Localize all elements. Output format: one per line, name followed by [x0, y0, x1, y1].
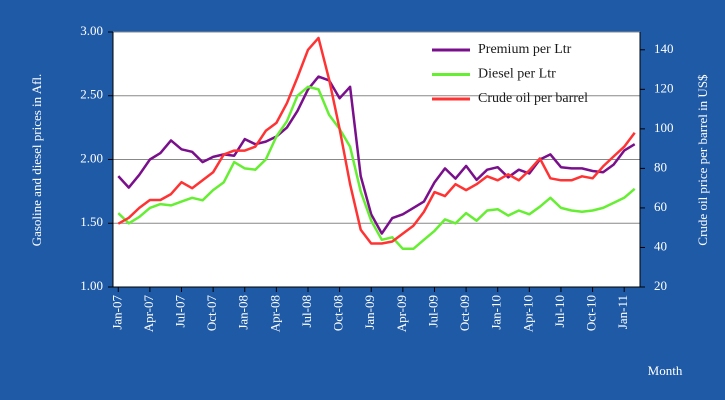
x-tick-label: Apr-09	[394, 295, 409, 332]
y2-axis-title: Crude oil price per barrel in US$	[695, 74, 710, 246]
x-tick-label: Apr-08	[267, 295, 282, 332]
y2-tick-label: 100	[654, 120, 674, 135]
series-line	[117, 75, 636, 235]
y2-tick-label: 120	[654, 80, 674, 95]
x-tick-label: Apr-10	[520, 295, 535, 332]
y-axis-title: Gasoline and diesel prices in Afl.	[29, 74, 44, 247]
series-line	[117, 36, 636, 245]
x-tick-label: Oct-10	[584, 295, 599, 331]
x-tick-label: Jan-10	[489, 295, 504, 330]
y2-tick-label: 20	[654, 278, 667, 293]
x-tick-label: Jul-10	[552, 295, 567, 328]
x-tick-label: Oct-07	[204, 295, 219, 332]
legend-label: Diesel per Ltr	[478, 67, 556, 82]
legend-label: Crude oil per barrel	[478, 91, 588, 106]
y2-tick-label: 80	[654, 159, 667, 174]
x-tick-label: Jan-09	[362, 295, 377, 330]
y-tick-label: 2.50	[80, 87, 103, 102]
x-tick-label: Oct-08	[331, 295, 346, 331]
y-tick-label: 1.50	[80, 214, 103, 229]
y2-tick-label: 60	[654, 199, 667, 214]
y-tick-label: 1.00	[80, 278, 103, 293]
x-tick-label: Jul-07	[172, 295, 187, 328]
y2-tick-label: 140	[654, 41, 674, 56]
x-axis-title: Month	[648, 363, 683, 378]
series-line	[117, 85, 636, 251]
y-tick-label: 3.00	[80, 23, 103, 38]
y2-tick-label: 40	[654, 238, 667, 253]
x-tick-label: Jan-08	[236, 295, 251, 330]
x-tick-label: Jul-08	[299, 295, 314, 328]
y-tick-label: 2.00	[80, 150, 103, 165]
x-tick-label: Oct-09	[457, 295, 472, 331]
x-tick-label: Apr-07	[141, 295, 156, 333]
x-tick-label: Jan-11	[615, 295, 630, 329]
x-tick-label: Jul-09	[425, 295, 440, 328]
legend-label: Premium per Ltr	[478, 42, 572, 57]
x-tick-label: Jan-07	[109, 295, 124, 330]
